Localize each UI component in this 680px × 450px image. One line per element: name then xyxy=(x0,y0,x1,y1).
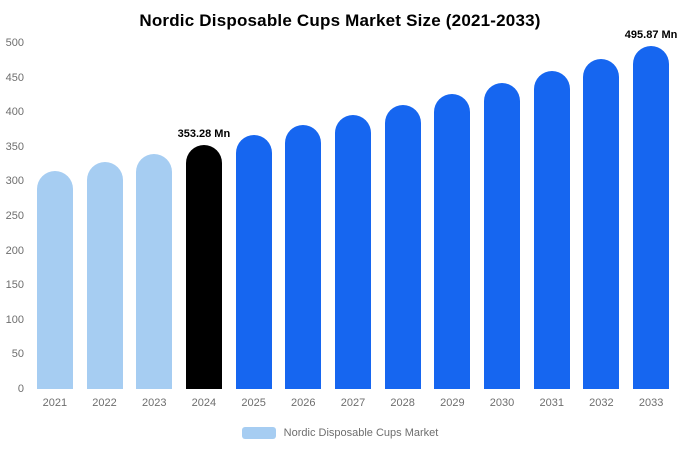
bar-2026[interactable] xyxy=(285,125,322,389)
bar-slot xyxy=(378,43,428,389)
y-tick-label: 200 xyxy=(5,244,24,257)
y-tick-label: 500 xyxy=(5,37,24,49)
y-tick-label: 150 xyxy=(5,279,24,292)
y-tick-label: 350 xyxy=(5,140,24,153)
bar-2025[interactable] xyxy=(235,135,272,389)
bar-slot: 353.28 Mn xyxy=(177,43,231,389)
plot-wrap: 0 50 100 150 200 250 300 350 400 450 500 353.28 Mn… xyxy=(0,29,680,395)
x-tick-label: 2021 xyxy=(42,397,68,409)
x-tick-label: 2024 xyxy=(191,397,217,409)
bar-2029[interactable] xyxy=(434,93,471,389)
bar-2031[interactable] xyxy=(533,70,570,389)
bar-slot xyxy=(229,43,279,389)
bar-slot xyxy=(129,43,179,389)
bar-slot xyxy=(80,43,130,389)
x-tick-label: 2023 xyxy=(141,397,167,409)
x-tick-label: 2031 xyxy=(539,397,564,409)
bar-slot xyxy=(527,43,577,389)
bar-slot xyxy=(30,43,80,389)
y-tick-label: 100 xyxy=(5,313,24,326)
y-tick-label: 50 xyxy=(11,348,24,361)
y-axis: 0 50 100 150 200 250 300 350 400 450 500 xyxy=(0,37,28,395)
legend-swatch xyxy=(241,427,276,439)
bar-slot xyxy=(477,43,527,389)
bar-2032[interactable] xyxy=(583,58,620,389)
y-tick-label: 250 xyxy=(5,210,24,222)
x-tick-label: 2029 xyxy=(440,397,465,409)
bar-2033[interactable] xyxy=(633,45,670,389)
bar-2024[interactable] xyxy=(185,144,222,389)
x-tick-label: 2032 xyxy=(589,397,614,409)
bar-slot xyxy=(577,43,627,389)
bar-slot: 495.87 Mn xyxy=(625,29,677,389)
y-tick-label: 0 xyxy=(17,383,24,395)
bar-slot xyxy=(278,43,328,389)
legend[interactable]: Nordic Disposable Cups Market xyxy=(0,427,680,439)
x-axis: 2021 2022 2023 2024 2025 2026 2027 2028 2029 2030… xyxy=(30,397,676,409)
bar-value-label: 353.28 Mn xyxy=(177,127,231,140)
chart-title: Nordic Disposable Cups Market Size (2021… xyxy=(139,11,541,30)
x-tick-label: 2026 xyxy=(291,397,316,409)
bar-2030[interactable] xyxy=(484,82,521,389)
bar-2028[interactable] xyxy=(384,104,421,389)
bar-value-label: 495.87 Mn xyxy=(624,28,678,41)
bar-2027[interactable] xyxy=(334,115,371,389)
x-tick-label: 2022 xyxy=(92,397,117,409)
y-tick-label: 300 xyxy=(5,175,24,188)
plot-area: 353.28 Mn 495.87 Mn xyxy=(30,29,677,389)
x-tick-label: 2027 xyxy=(340,397,366,409)
x-tick-label: 2033 xyxy=(638,397,664,409)
x-tick-label: 2025 xyxy=(241,397,266,409)
y-tick-label: 400 xyxy=(5,106,24,119)
legend-label: Nordic Disposable Cups Market xyxy=(283,427,439,439)
bar-slot xyxy=(428,43,478,389)
bar-2021[interactable] xyxy=(36,170,73,389)
x-tick-label: 2028 xyxy=(390,397,415,409)
bar-2022[interactable] xyxy=(86,162,123,389)
x-tick-label: 2030 xyxy=(489,397,515,409)
bar-slot xyxy=(328,43,378,389)
bar-2023[interactable] xyxy=(136,153,173,389)
y-tick-label: 450 xyxy=(5,71,24,84)
